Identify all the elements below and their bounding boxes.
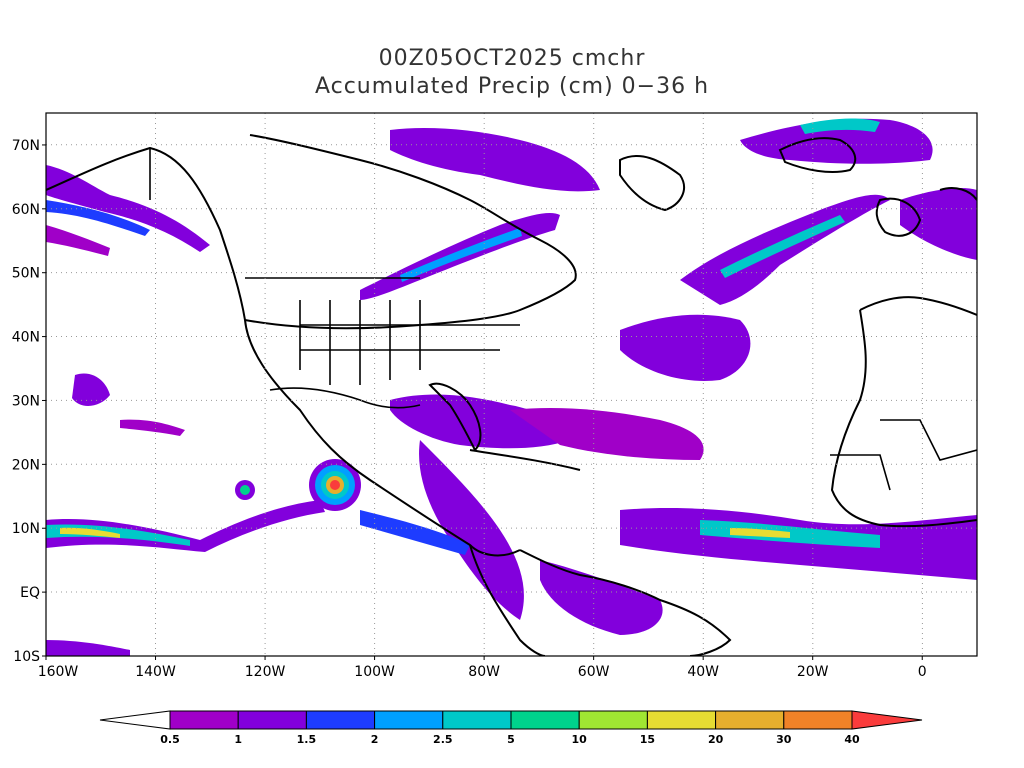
colorbar-box	[715, 710, 785, 730]
colorbar-box	[374, 710, 444, 730]
lat-label: 60N	[12, 202, 40, 218]
coastlines	[46, 134, 977, 656]
lon-label: 60W	[578, 664, 610, 680]
colorbar-label: 0.5	[160, 733, 180, 746]
lon-label: 120W	[245, 664, 286, 680]
lat-label: 30N	[12, 393, 40, 409]
colorbar-box	[442, 710, 512, 730]
lat-label: 70N	[12, 138, 40, 154]
longitude-labels: 160W 140W 120W 100W 80W 60W 40W 20W 0	[38, 656, 927, 680]
colorbar-label: 1.5	[297, 733, 317, 746]
colorbar-label: 2	[371, 733, 379, 746]
map-frame	[45, 112, 978, 657]
colorbar-box	[578, 710, 648, 730]
precip-field	[46, 118, 977, 656]
lat-label: 50N	[12, 266, 40, 282]
colorbar-label: 15	[640, 733, 655, 746]
lat-label: 20N	[12, 457, 40, 473]
lon-label: 80W	[468, 664, 500, 680]
colorbar-box	[783, 710, 853, 730]
colorbar-box	[646, 710, 717, 730]
colorbar-low-triangle	[99, 710, 171, 730]
colorbar-box	[510, 710, 580, 730]
colorbar-box	[169, 710, 239, 730]
lon-label: 20W	[797, 664, 829, 680]
lon-label: 140W	[135, 664, 176, 680]
lat-label: EQ	[20, 585, 40, 601]
lat-label: 40N	[12, 330, 40, 346]
colorbar-label: 20	[708, 733, 724, 746]
map-title: 00Z05OCT2025 cmchr	[378, 46, 646, 71]
colorbar: 0.5 1 1.5 2 2.5 5 10 15 20 30 40	[99, 710, 923, 746]
colorbar-label: 2.5	[433, 733, 453, 746]
map-subtitle: Accumulated Precip (cm) 0−36 h	[314, 74, 710, 99]
lon-label: 160W	[38, 664, 79, 680]
borders	[149, 148, 977, 491]
colorbar-label: 5	[507, 733, 515, 746]
lon-label: 100W	[354, 664, 395, 680]
lon-label: 40W	[687, 664, 719, 680]
colorbar-label: 30	[776, 733, 792, 746]
map-content	[46, 113, 977, 656]
colorbar-box	[305, 710, 376, 730]
lat-label: 10S	[13, 649, 40, 665]
colorbar-label: 40	[844, 733, 860, 746]
colorbar-label: 1	[234, 733, 242, 746]
lon-label: 0	[918, 664, 927, 680]
graticule	[46, 113, 977, 656]
colorbar-label: 10	[572, 733, 588, 746]
colorbar-box	[237, 710, 307, 730]
colorbar-high-triangle	[851, 710, 923, 730]
latitude-labels: 70N 60N 50N 40N 30N 20N 10N EQ 10S	[12, 138, 46, 665]
lat-label: 10N	[12, 521, 40, 537]
